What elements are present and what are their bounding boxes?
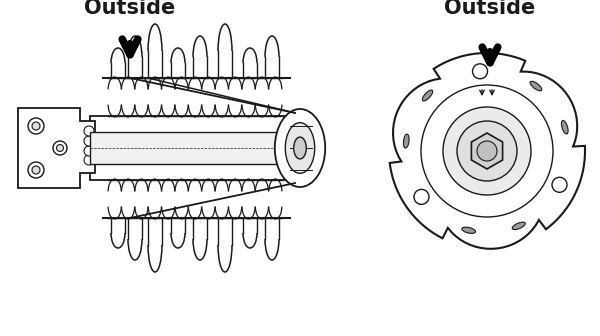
Circle shape: [84, 126, 94, 136]
Polygon shape: [390, 53, 585, 249]
Circle shape: [443, 107, 531, 195]
Circle shape: [28, 118, 44, 134]
Ellipse shape: [530, 81, 542, 91]
Bar: [90, 132, 310, 164]
Circle shape: [552, 177, 567, 192]
Circle shape: [53, 141, 67, 155]
Ellipse shape: [422, 90, 433, 101]
Ellipse shape: [462, 227, 476, 234]
Bar: [90, 116, 295, 180]
Text: Outside: Outside: [85, 0, 176, 18]
Circle shape: [421, 85, 553, 217]
Circle shape: [56, 144, 64, 152]
Ellipse shape: [275, 109, 325, 187]
Circle shape: [457, 121, 517, 181]
Circle shape: [84, 155, 94, 165]
Circle shape: [414, 190, 429, 204]
Ellipse shape: [294, 137, 307, 159]
Ellipse shape: [286, 123, 315, 173]
Circle shape: [473, 64, 488, 79]
Circle shape: [32, 122, 40, 130]
Circle shape: [28, 162, 44, 178]
Polygon shape: [18, 108, 95, 188]
Circle shape: [477, 141, 497, 161]
Circle shape: [84, 146, 94, 156]
Ellipse shape: [512, 222, 526, 229]
Polygon shape: [472, 133, 503, 169]
Text: Outside: Outside: [445, 0, 536, 18]
Ellipse shape: [403, 134, 409, 148]
Ellipse shape: [562, 121, 568, 134]
Circle shape: [32, 166, 40, 174]
Circle shape: [84, 136, 94, 146]
